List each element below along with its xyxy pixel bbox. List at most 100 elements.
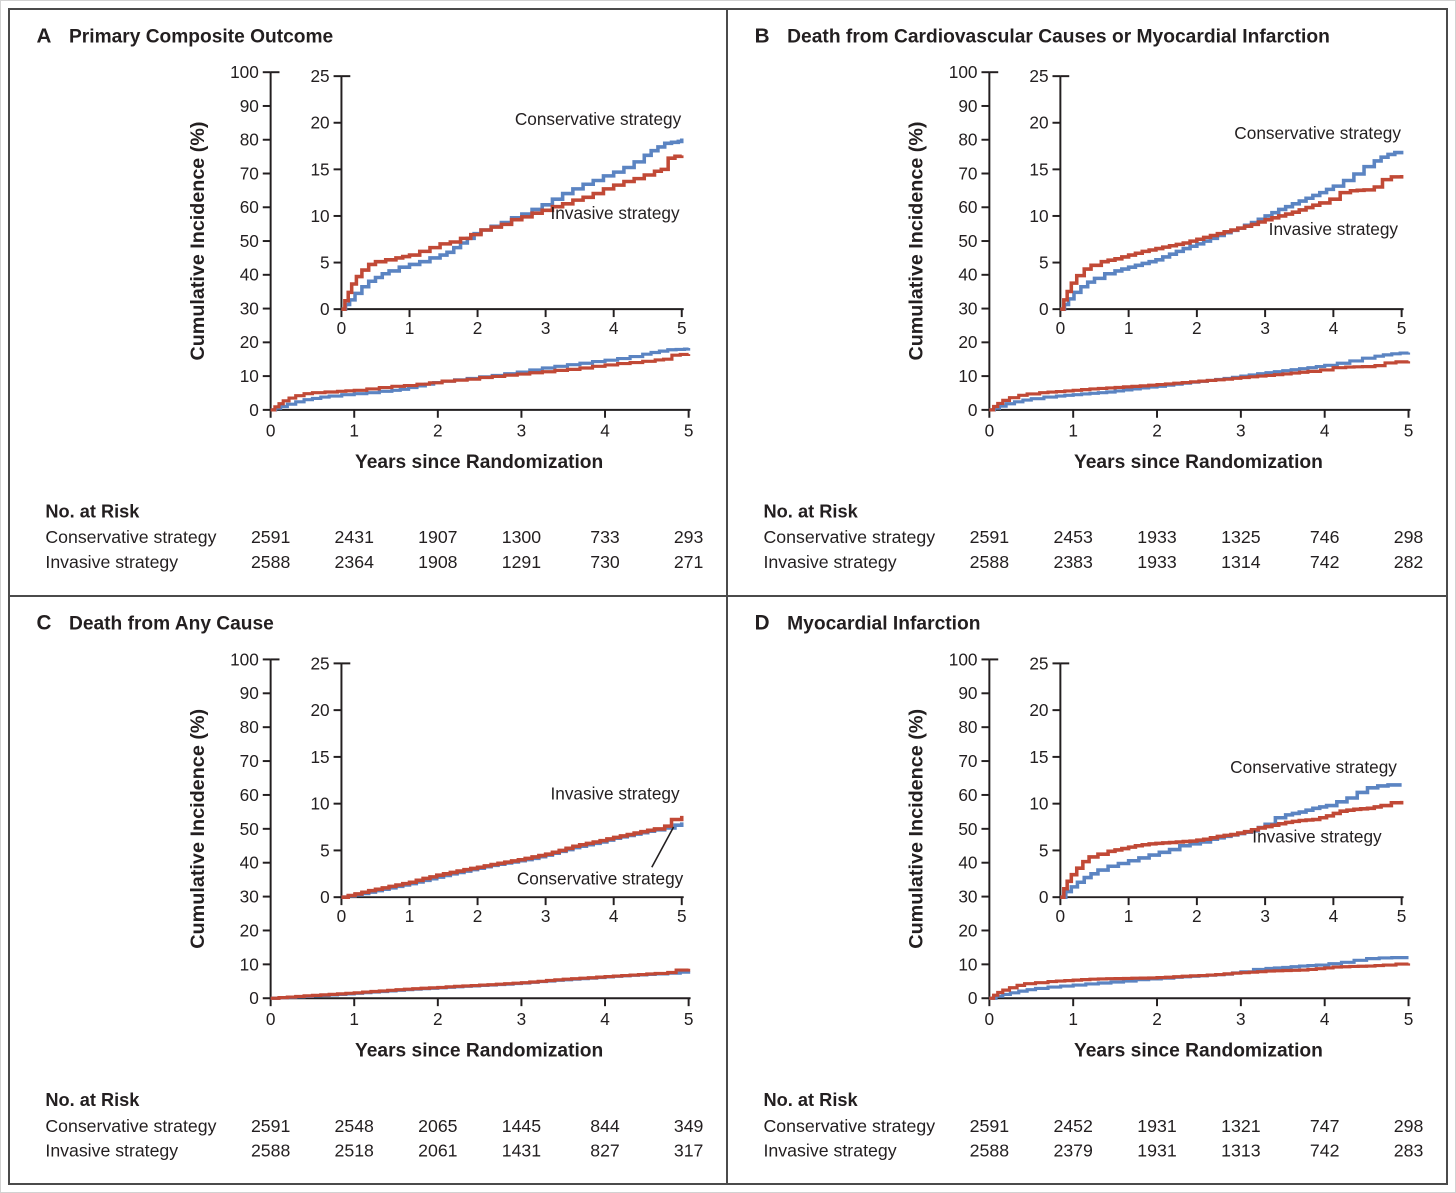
main-y-tick-label: 20 (958, 920, 977, 940)
panel-letter: C (37, 611, 52, 634)
main-x-tick-label: 5 (1404, 421, 1414, 441)
inset-x-tick-label: 0 (337, 905, 347, 925)
main-y-tick-label: 80 (958, 717, 977, 737)
invasive-curve-main (989, 360, 1411, 412)
inset-x-tick-label: 3 (541, 318, 551, 338)
main-x-tick-label: 1 (349, 420, 359, 440)
inset-x-tick-label: 0 (337, 318, 347, 338)
main-y-tick-label: 100 (949, 62, 978, 82)
panel-title: Death from Any Cause (69, 613, 274, 634)
invasive-series-label: Invasive strategy (1252, 826, 1382, 846)
main-y-tick-label: 80 (240, 130, 259, 150)
inset-y-tick-label: 0 (1039, 299, 1049, 319)
panel-c-chart: C Death from Any Cause0102030405060708090… (37, 611, 704, 1160)
main-y-tick-label: 90 (958, 683, 977, 703)
inset-x-tick-label: 0 (1056, 905, 1066, 925)
panel-title: Primary Composite Outcome (69, 27, 333, 48)
inset-y-tick-label: 10 (311, 206, 330, 226)
panel-letter: B (755, 25, 770, 48)
inset-x-tick-label: 3 (1260, 318, 1270, 338)
main-y-tick-label: 10 (240, 366, 259, 386)
risk-row-label: Invasive strategy (764, 552, 897, 572)
x-axis-label: Years since Randomization (355, 1040, 603, 1061)
main-y-tick-label: 10 (958, 954, 977, 974)
inset-y-tick-label: 25 (1029, 653, 1048, 673)
inset-x-tick-label: 2 (473, 318, 483, 338)
y-axis-label: Cumulative Incidence (%) (905, 708, 927, 948)
main-x-tick-label: 1 (349, 1008, 359, 1028)
main-y-tick-label: 50 (958, 818, 977, 838)
conservative-series-label: Conservative strategy (517, 868, 684, 888)
y-axis-label: Cumulative Incidence (%) (187, 708, 209, 948)
inset-x-tick-label: 0 (1056, 318, 1066, 338)
inset-y-tick-label: 0 (1039, 887, 1049, 907)
main-y-tick-label: 30 (958, 886, 977, 906)
main-y-tick-label: 30 (958, 298, 977, 318)
main-y-tick-label: 20 (240, 332, 259, 352)
inset-y-tick-label: 20 (1029, 113, 1048, 133)
risk-value: 2588 (970, 1140, 1010, 1160)
main-x-tick-label: 5 (1404, 1008, 1414, 1028)
main-x-tick-label: 4 (1320, 1008, 1330, 1028)
inset-x-tick-label: 5 (1397, 318, 1407, 338)
inset-y-tick-label: 20 (1029, 700, 1048, 720)
risk-value: 742 (1310, 1140, 1340, 1160)
invasive-curve-main (270, 968, 691, 1000)
main-x-tick-label: 2 (1152, 1008, 1162, 1028)
inset-y-tick-label: 5 (320, 840, 330, 860)
risk-value: 298 (1394, 1115, 1424, 1135)
risk-value: 1931 (1137, 1140, 1177, 1160)
risk-value: 1300 (502, 527, 541, 547)
inset-x-tick-label: 4 (1329, 318, 1339, 338)
inset-y-tick-label: 20 (310, 700, 329, 720)
risk-value: 2588 (251, 1140, 290, 1160)
main-x-tick-label: 3 (517, 1008, 527, 1028)
risk-value: 742 (1310, 552, 1340, 572)
inset-x-tick-label: 1 (1124, 905, 1134, 925)
main-x-tick-label: 2 (433, 1008, 443, 1028)
risk-value: 349 (674, 1115, 704, 1135)
risk-value: 1313 (1221, 1140, 1261, 1160)
main-x-tick-label: 1 (1068, 1008, 1078, 1028)
main-y-tick-label: 100 (230, 62, 259, 82)
main-y-tick-label: 0 (249, 400, 259, 420)
inset-y-tick-label: 25 (311, 66, 330, 86)
main-y-tick-label: 40 (240, 852, 259, 872)
main-x-tick-label: 3 (1236, 1008, 1246, 1028)
y-axis-label: Cumulative Incidence (%) (187, 122, 209, 361)
risk-value: 747 (1310, 1115, 1340, 1135)
main-y-tick-label: 100 (949, 649, 978, 669)
main-y-tick-label: 0 (968, 988, 978, 1008)
main-x-tick-label: 4 (1320, 421, 1330, 441)
risk-value: 2431 (335, 527, 374, 547)
risk-value: 1931 (1137, 1115, 1177, 1135)
risk-value: 2379 (1053, 1140, 1093, 1160)
main-y-tick-label: 40 (240, 265, 259, 285)
panel-title: Death from Cardiovascular Causes or Myoc… (787, 27, 1330, 48)
main-y-tick-label: 90 (240, 683, 259, 703)
inset-x-tick-label: 3 (1260, 905, 1270, 925)
risk-value: 1933 (1137, 552, 1177, 572)
invasive-series-label: Invasive strategy (1269, 219, 1399, 239)
panel-b-chart: B Death from Cardiovascular Causes or Myo… (755, 25, 1424, 572)
risk-row-label: Conservative strategy (45, 1115, 216, 1135)
main-y-tick-label: 50 (240, 818, 259, 838)
main-x-tick-label: 0 (985, 1008, 995, 1028)
inset-y-tick-label: 0 (320, 299, 330, 319)
panel-a-chart: A Primary Composite Outcome01020304050607… (37, 25, 704, 572)
inset-x-tick-label: 5 (677, 905, 687, 925)
main-y-tick-label: 60 (958, 197, 977, 217)
risk-value: 827 (590, 1140, 620, 1160)
main-y-tick-label: 70 (240, 750, 259, 770)
risk-value: 2591 (251, 527, 290, 547)
panel-letter: A (37, 25, 52, 48)
inset-y-tick-label: 5 (320, 252, 330, 272)
risk-table-header: No. at Risk (45, 1089, 140, 1110)
inset-y-tick-label: 0 (320, 887, 330, 907)
risk-row-label: Conservative strategy (764, 527, 936, 547)
inset-x-tick-label: 1 (1124, 318, 1134, 338)
inset-y-tick-label: 5 (1039, 840, 1049, 860)
inset-y-tick-label: 10 (310, 793, 329, 813)
risk-value: 844 (590, 1115, 620, 1135)
